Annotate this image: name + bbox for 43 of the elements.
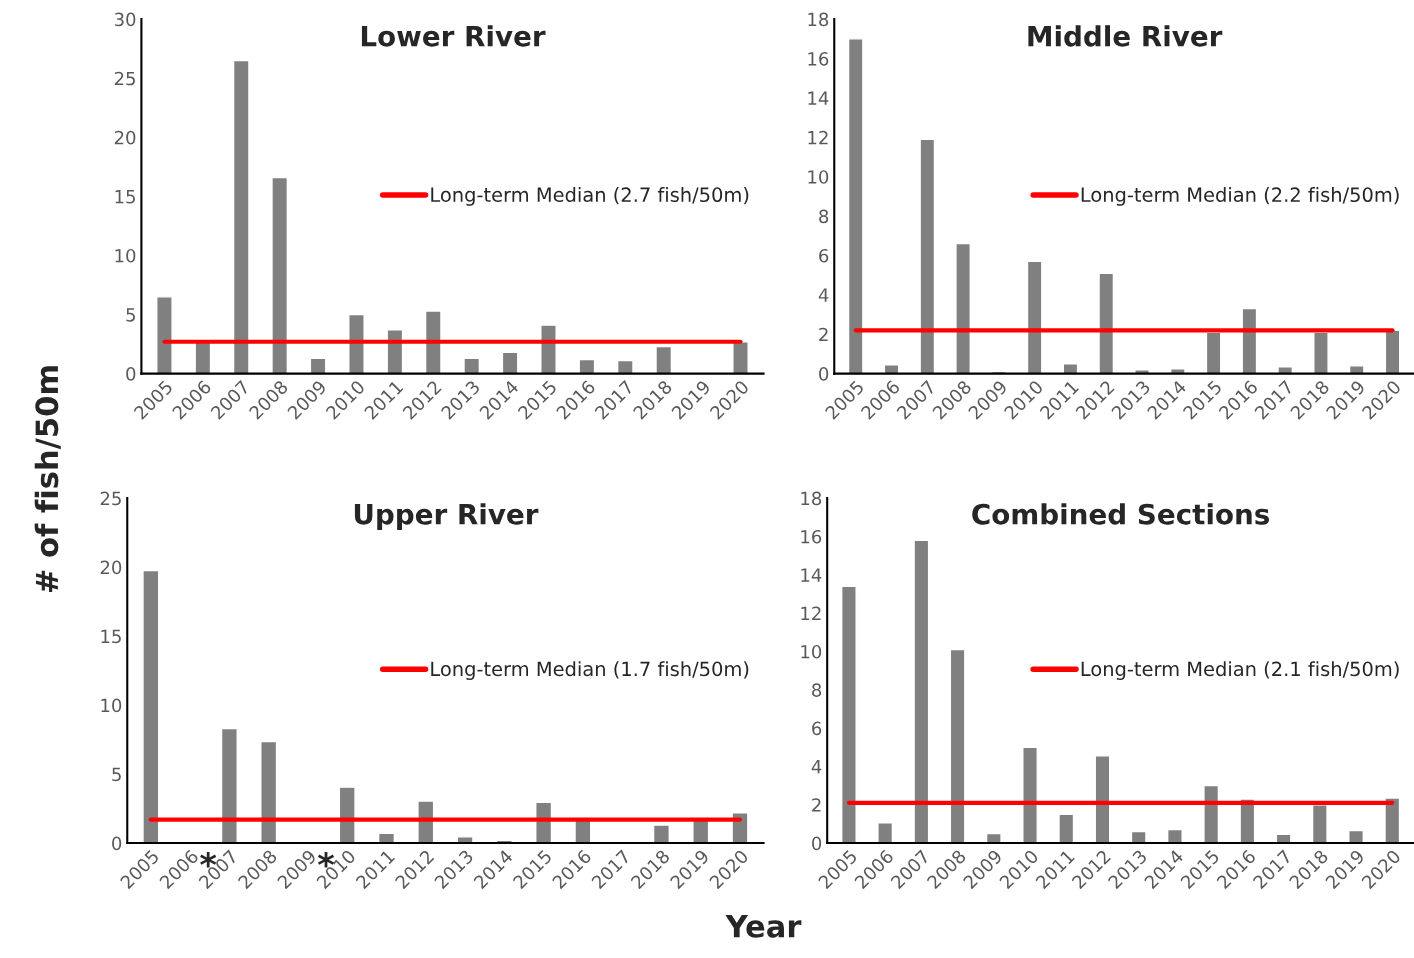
chart-title: Middle River (1028, 25, 1223, 47)
y-tick-label: 30 (114, 12, 136, 27)
y-tick-label: 6 (812, 721, 822, 736)
y-tick-label: 20 (114, 130, 136, 145)
y-tick-label: 18 (801, 491, 822, 506)
y-tick-label: 20 (100, 560, 122, 575)
y-tick-label: 4 (811, 760, 822, 774)
y-tick-label: 6 (819, 248, 829, 263)
y-tick-label: 14 (808, 91, 829, 105)
legend-label: Long-term Median (1.7 fish/50m) (431, 661, 749, 681)
y-tick-label: 0 (112, 836, 122, 851)
y-tick-label: 2 (819, 327, 828, 342)
y-tick-label: 12 (801, 606, 821, 620)
y-tick-label: 10 (801, 644, 822, 659)
y-tick-label: 0 (126, 367, 136, 381)
y-tick-label: 8 (812, 683, 822, 697)
y-tick-label: 12 (808, 130, 828, 145)
y-tick-label: 8 (819, 209, 829, 224)
legend-label: Long-term Median (2.2 fish/50m) (1081, 186, 1399, 206)
y-tick-label: 10 (808, 170, 829, 184)
x-axis-title: Year (725, 915, 802, 938)
y-tick-label: 25 (114, 71, 135, 86)
y-tick-label: 10 (101, 698, 122, 713)
legend-label: Long-term Median (2.1 fish/50m) (1081, 661, 1399, 681)
y-tick-label: 15 (115, 190, 135, 204)
y-tick-label: 5 (112, 767, 121, 782)
legend-label: Long-term Median (2.7 fish/50m) (431, 186, 749, 206)
y-axis-title: # of fish/50m (34, 366, 61, 593)
y-tick-label: 18 (808, 12, 829, 27)
y-tick-label: 0 (819, 367, 829, 381)
chart-title: Combined Sections (972, 503, 1270, 525)
y-tick-label: 15 (101, 629, 121, 644)
y-tick-label: 0 (812, 836, 822, 851)
y-tick-label: 14 (801, 568, 822, 582)
y-tick-label: 25 (100, 491, 121, 506)
y-tick-label: 16 (808, 52, 829, 66)
y-tick-label: 16 (801, 529, 822, 544)
y-tick-label: 2 (812, 798, 821, 812)
y-tick-label: 10 (115, 248, 136, 263)
chart-title: Lower River (361, 25, 546, 47)
y-tick-label: 5 (126, 308, 135, 322)
y-tick-label: 4 (818, 288, 829, 302)
chart-title: Upper River (354, 503, 539, 531)
